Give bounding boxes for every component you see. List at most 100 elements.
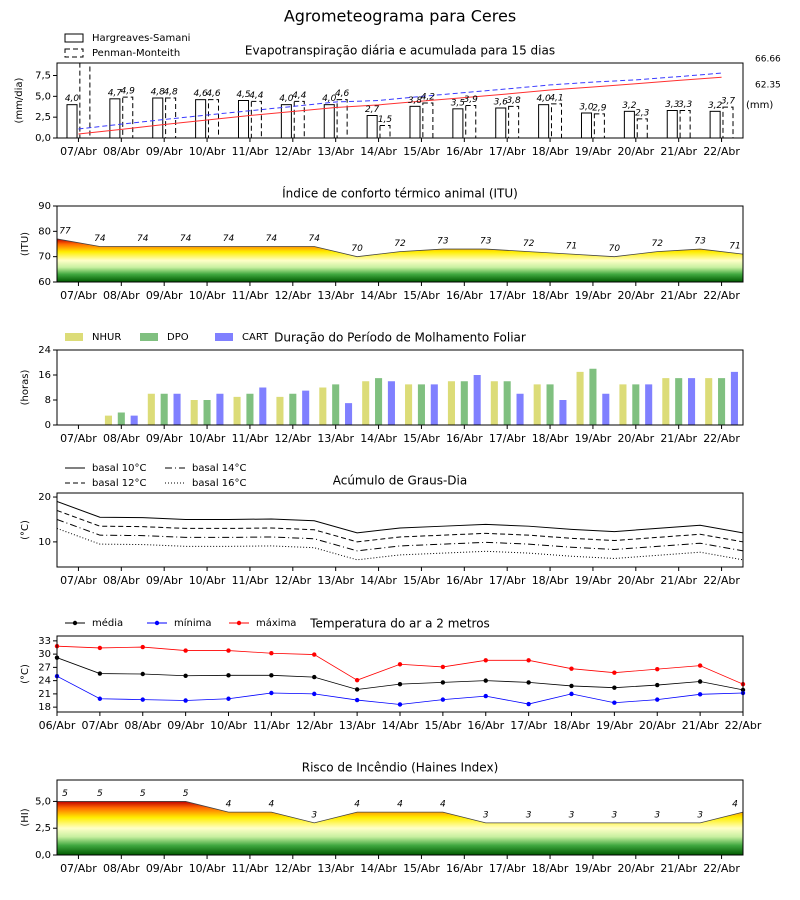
marker [183,698,188,703]
bar [332,384,340,425]
data-label: 72 [394,239,406,249]
marker [226,673,231,678]
data-label: 4,2 [421,93,436,103]
bar [345,403,353,425]
data-label: 3 [483,810,489,820]
x-tick-label: 21/Abr [660,289,697,302]
bar [495,107,507,138]
data-label: 4 [440,800,446,810]
data-label: 72 [652,239,664,249]
plot-marks [57,238,743,282]
x-tick-label: 16/Abr [446,289,483,302]
marker [354,697,360,703]
plot-frame [56,62,744,139]
bar [709,110,721,138]
bar [250,100,262,138]
marker [269,690,274,696]
data-label: 3 [612,810,618,820]
x-tick-label: 10/Abr [189,432,226,445]
y-tick-label: 24 [38,345,51,356]
y-tick-label: 2,5 [35,823,51,834]
plot-frame [56,635,744,713]
bar [730,371,738,425]
marker [269,651,274,656]
x-tick-label: 07/Abr [60,432,97,445]
marker [183,673,188,678]
x-tick-label: 13/Abr [317,145,354,158]
data-label: 4 [397,800,403,810]
figure-title: Agrometeograma para Ceres [284,7,516,26]
x-tick-label: 21/Abr [682,719,719,732]
line [78,72,722,130]
x-tick-label: 15/Abr [403,432,440,445]
bar [246,393,254,425]
x-tick-label: 07/Abr [60,862,97,875]
y-axis-label: (°C) [20,520,31,540]
plot-marks [57,645,743,705]
marker [312,652,317,657]
plot-marks [104,368,738,425]
panel-title: Temperatura do ar a 2 metros [309,617,490,631]
bar [409,105,421,138]
marker [483,658,488,663]
marker [226,696,231,701]
x-tick-label: 16/Abr [446,574,483,587]
y-tick-label: 18 [38,702,51,713]
marker [97,645,103,651]
x-tick-label: 17/Abr [510,719,547,732]
y-tick-label: 5,0 [35,91,51,102]
data-label: 3,9 [464,95,479,105]
bar [718,378,726,425]
marker [697,663,703,668]
marker [483,693,488,699]
marker [140,644,145,650]
bar [203,400,211,425]
y-tick-label: 27 [38,662,51,673]
bar [417,384,425,425]
bar [302,390,310,425]
data-label: 4,0 [65,94,80,104]
x-tick-label: 17/Abr [489,574,526,587]
x-tick-label: 09/Abr [146,289,183,302]
bar [165,97,177,138]
data-label: 5 [97,789,103,799]
bar [104,415,112,425]
bar [679,110,691,138]
data-label: 74 [94,234,106,244]
data-label: 70 [351,244,363,254]
bar [293,100,305,138]
marker [397,681,403,687]
panel-title: Duração do Período de Molhamento Foliar [274,331,526,345]
bar [122,96,134,138]
marker [483,678,488,683]
legend-label: CART [242,332,269,343]
data-label: 3 [311,810,317,820]
x-tick-label: 18/Abr [553,719,590,732]
bar [705,378,713,425]
marker [269,673,274,678]
x-tick-label: 11/Abr [232,574,269,587]
y-tick-label: 60 [38,277,51,288]
marker [140,671,145,677]
x-tick-label: 11/Abr [232,145,269,158]
x-tick-label: 19/Abr [575,289,612,302]
marker [697,692,703,697]
data-label: 73 [694,237,706,247]
bar [190,400,198,425]
x-tick-label: 22/Abr [725,719,762,732]
bar [117,412,125,425]
bar [533,384,541,425]
data-label: 3 [569,810,575,820]
x-tick-label: 10/Abr [189,145,226,158]
y-tick-label: 70 [38,252,51,263]
marker [397,702,403,707]
legend-marker [72,620,78,626]
data-label: 4,0 [279,94,294,104]
data-label: 4,7 [108,88,123,98]
y-tick-label: 90 [38,201,51,212]
data-label: 3 [526,810,532,820]
area [57,801,743,855]
x-tick-label: 13/Abr [317,289,354,302]
bar [237,100,250,138]
